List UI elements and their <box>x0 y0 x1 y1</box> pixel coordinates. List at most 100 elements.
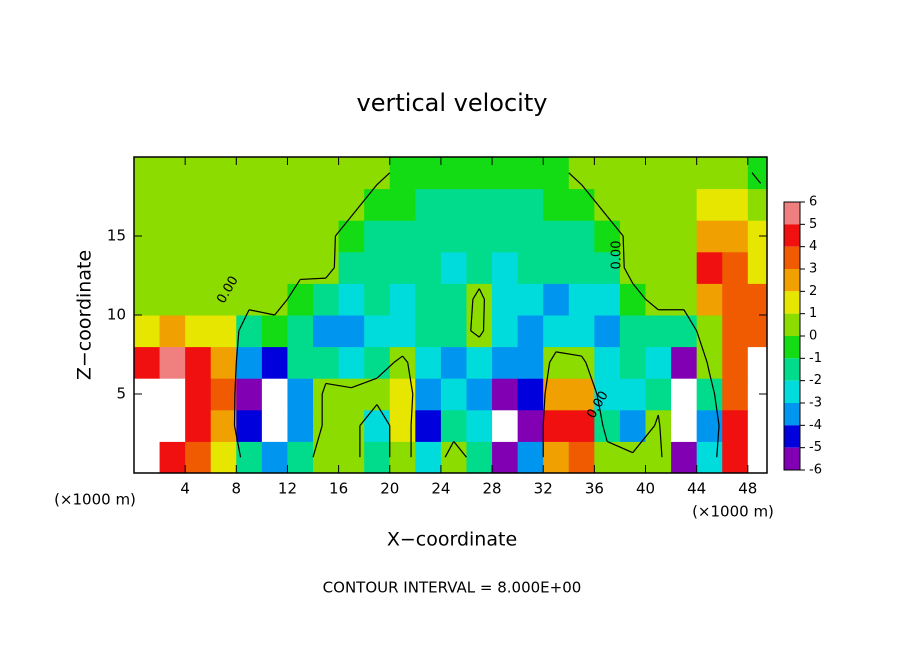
x-tick-label: 8 <box>232 480 242 498</box>
cell <box>646 347 672 379</box>
cell <box>339 378 365 410</box>
cell <box>492 189 518 221</box>
cell <box>518 410 544 442</box>
colorbar-swatch <box>784 425 800 447</box>
colorbar-swatch <box>784 291 800 313</box>
cell <box>569 252 595 284</box>
cell <box>390 283 416 315</box>
colorbar-tick-label: -2 <box>809 373 822 388</box>
cell <box>185 315 211 347</box>
cell <box>134 252 160 284</box>
cell <box>364 283 390 315</box>
cell <box>646 157 672 189</box>
cell <box>518 157 544 189</box>
cell <box>697 189 723 221</box>
cell <box>748 252 774 284</box>
cell <box>466 315 492 347</box>
cell <box>313 441 339 473</box>
cell <box>441 220 467 252</box>
cell <box>722 283 748 315</box>
cell <box>646 189 672 221</box>
cell <box>185 283 211 315</box>
y-tick-label: 10 <box>107 306 126 324</box>
cell <box>390 441 416 473</box>
cell <box>492 315 518 347</box>
cell <box>594 157 620 189</box>
cell <box>262 315 288 347</box>
cell <box>287 410 313 442</box>
cell <box>748 157 774 189</box>
cell <box>287 220 313 252</box>
colorbar-tick-label: -1 <box>809 351 822 366</box>
cell <box>211 315 237 347</box>
cell <box>160 410 186 442</box>
cell <box>415 283 441 315</box>
cell <box>466 220 492 252</box>
cell <box>697 378 723 410</box>
cell <box>415 378 441 410</box>
colorbar-tick-label: -6 <box>809 463 822 478</box>
cell <box>160 252 186 284</box>
x-tick-label: 20 <box>380 480 399 498</box>
cell <box>569 441 595 473</box>
cell <box>594 283 620 315</box>
cell <box>441 347 467 379</box>
cell <box>236 283 262 315</box>
cell <box>492 441 518 473</box>
cell <box>160 189 186 221</box>
cell <box>364 315 390 347</box>
cell <box>185 252 211 284</box>
cell <box>492 410 518 442</box>
cell <box>722 157 748 189</box>
cell <box>134 410 160 442</box>
cell <box>236 220 262 252</box>
colorbar-tick-label: -4 <box>809 418 822 433</box>
cell <box>262 283 288 315</box>
x-tick-label: 12 <box>278 480 297 498</box>
cell <box>160 220 186 252</box>
cell <box>466 441 492 473</box>
x-tick-label: 32 <box>534 480 553 498</box>
cell <box>543 220 569 252</box>
cell <box>543 441 569 473</box>
cell <box>262 252 288 284</box>
colorbar-tick-label: 1 <box>809 306 817 321</box>
cell <box>466 157 492 189</box>
colorbar-swatch <box>784 247 800 269</box>
cell <box>671 315 697 347</box>
cell <box>185 157 211 189</box>
colorbar-swatch <box>784 336 800 358</box>
cell <box>339 347 365 379</box>
cell <box>594 347 620 379</box>
cell <box>185 378 211 410</box>
cell <box>518 220 544 252</box>
cell <box>466 347 492 379</box>
cell <box>748 441 774 473</box>
colorbar-tick-label: -5 <box>809 440 822 455</box>
cell <box>211 441 237 473</box>
cell <box>492 283 518 315</box>
x-tick-label: 48 <box>738 480 757 498</box>
cell <box>646 378 672 410</box>
colorbar-swatch <box>784 314 800 336</box>
cell <box>671 189 697 221</box>
cell <box>543 283 569 315</box>
colorbar-swatch <box>784 381 800 403</box>
cell <box>339 441 365 473</box>
cell <box>339 220 365 252</box>
cell <box>646 441 672 473</box>
x-axis-label: X−coordinate <box>387 529 517 551</box>
cell <box>415 315 441 347</box>
cell <box>160 283 186 315</box>
cell <box>313 315 339 347</box>
cell <box>339 252 365 284</box>
cell <box>390 157 416 189</box>
colorbar-tick-label: 3 <box>809 262 817 277</box>
cell <box>185 189 211 221</box>
cell <box>134 189 160 221</box>
cell <box>236 252 262 284</box>
cell <box>339 283 365 315</box>
cell <box>569 220 595 252</box>
cell <box>722 189 748 221</box>
cell <box>722 410 748 442</box>
